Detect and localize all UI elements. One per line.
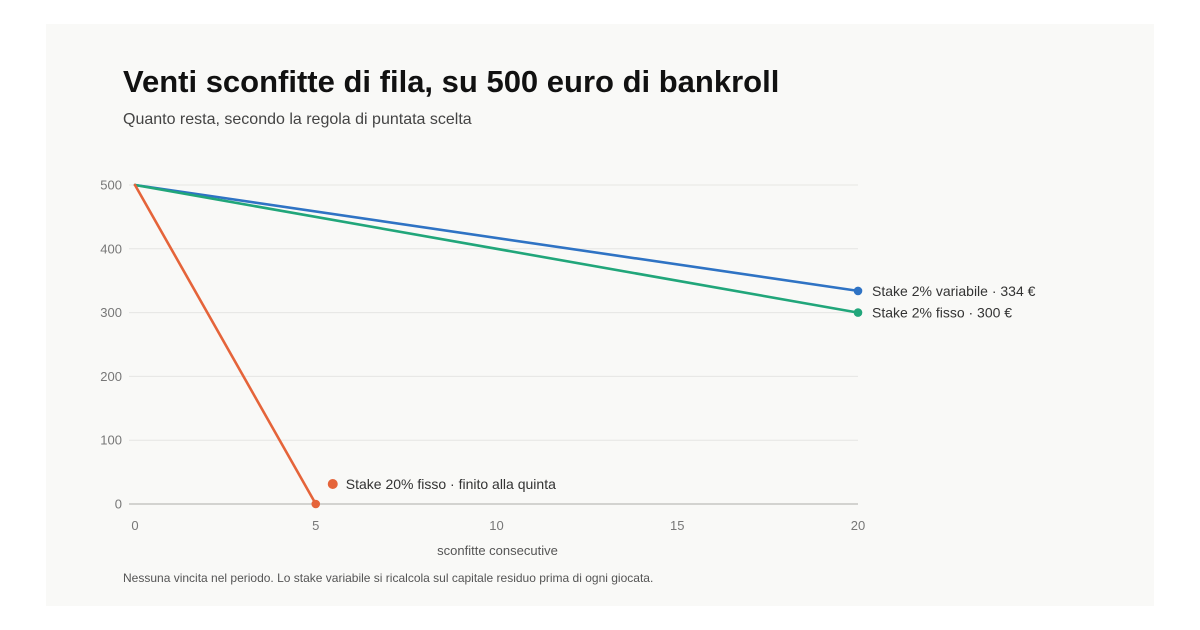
x-tick-label-0: 0 bbox=[131, 518, 138, 533]
series-label-variable_2: Stake 2% variabile · 334 € bbox=[872, 283, 1036, 299]
series-lines bbox=[133, 183, 863, 509]
chart-footnote: Nessuna vincita nel periodo. Lo stake va… bbox=[123, 571, 654, 585]
grid-lines bbox=[129, 184, 858, 505]
chart-title: Venti sconfitte di fila, su 500 euro di … bbox=[123, 64, 780, 99]
y-tick-label-500: 500 bbox=[100, 178, 122, 193]
series-end-marker-fixed_2 bbox=[853, 308, 863, 317]
x-axis-title: sconfitte consecutive bbox=[437, 543, 558, 558]
y-tick-label-0: 0 bbox=[115, 497, 122, 512]
series-end-marker-fixed_20 bbox=[311, 499, 321, 509]
series-label-marker-fixed_20 bbox=[327, 479, 338, 489]
x-axis-ticks: 0 5 10 15 20 bbox=[131, 518, 865, 533]
y-tick-label-400: 400 bbox=[100, 241, 122, 256]
x-tick-label-5: 5 bbox=[312, 518, 319, 533]
y-tick-label-300: 300 bbox=[100, 305, 122, 320]
x-tick-label-10: 10 bbox=[489, 518, 503, 533]
series-labels: Stake 2% variabile · 334 € Stake 2% fisso… bbox=[327, 283, 1036, 492]
series-label-fixed_20: Stake 20% fisso · finito alla quinta bbox=[346, 476, 556, 492]
series-end-marker-variable_2 bbox=[853, 286, 863, 296]
series-line-fixed_20 bbox=[133, 183, 318, 506]
x-tick-label-15: 15 bbox=[670, 518, 684, 533]
x-tick-label-20: 20 bbox=[851, 518, 865, 533]
y-tick-label-200: 200 bbox=[100, 369, 122, 384]
chart-subtitle: Quanto resta, secondo la regola di punta… bbox=[123, 111, 472, 128]
y-axis-ticks: 0 100 200 300 400 500 bbox=[100, 178, 122, 512]
chart-card bbox=[46, 24, 1154, 606]
series-line-variable_2 bbox=[133, 183, 860, 293]
series-line-fixed_2 bbox=[133, 183, 860, 314]
y-tick-label-100: 100 bbox=[100, 433, 122, 448]
series-label-fixed_2: Stake 2% fisso · 300 € bbox=[872, 305, 1012, 321]
